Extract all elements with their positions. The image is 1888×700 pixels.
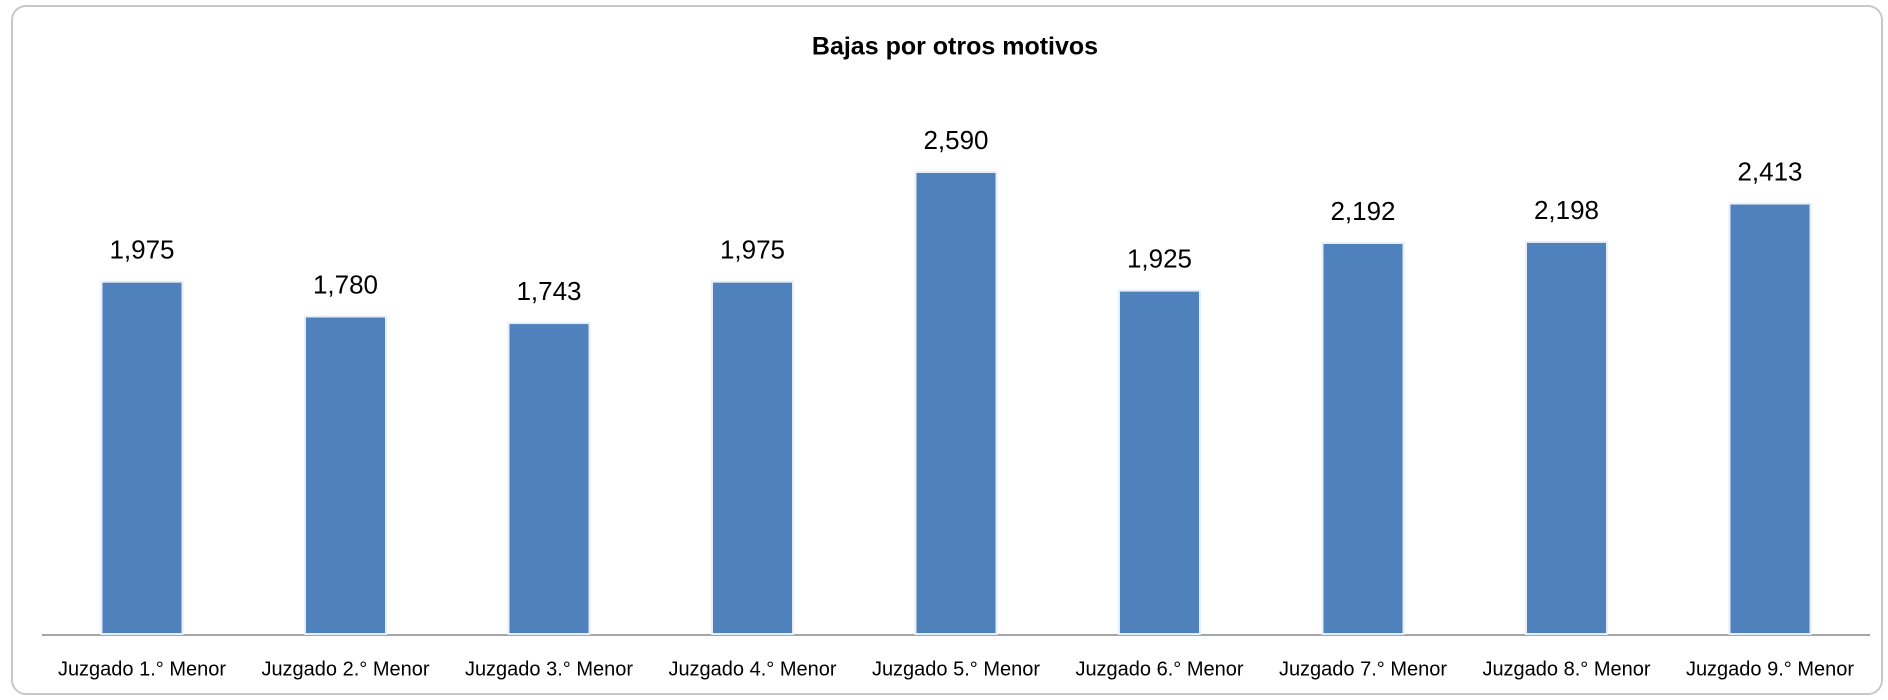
bar — [914, 171, 998, 635]
bar — [304, 315, 387, 635]
x-tick-label: Juzgado 7.° Menor — [1279, 658, 1447, 680]
bar — [507, 322, 591, 635]
x-tick-label: Juzgado 9.° Menor — [1686, 658, 1854, 680]
x-tick-label: Juzgado 8.° Menor — [1482, 658, 1650, 680]
bar — [1728, 202, 1812, 635]
data-label: 1,743 — [516, 276, 581, 306]
bar — [1118, 289, 1201, 635]
data-label: 2,192 — [1330, 196, 1395, 226]
bar — [100, 280, 184, 635]
x-tick-label: Juzgado 4.° Menor — [668, 658, 836, 680]
x-tick-label: Juzgado 1.° Menor — [58, 658, 226, 680]
x-tick-label: Juzgado 6.° Menor — [1075, 658, 1243, 680]
data-label: 2,198 — [1534, 195, 1599, 225]
data-label: 2,590 — [923, 125, 988, 155]
x-tick-label: Juzgado 3.° Menor — [465, 658, 633, 680]
data-label: 1,975 — [109, 235, 174, 265]
data-label: 2,413 — [1737, 156, 1802, 186]
data-label: 1,925 — [1127, 243, 1192, 273]
bar — [711, 280, 794, 635]
chart-title: Bajas por otros motivos — [812, 33, 1098, 61]
x-tick-label: Juzgado 5.° Menor — [872, 658, 1040, 680]
data-label: 1,975 — [720, 235, 785, 265]
data-label: 1,780 — [313, 269, 378, 299]
x-tick-label: Juzgado 2.° Menor — [261, 658, 429, 680]
bar — [1525, 240, 1608, 636]
bar — [1321, 241, 1405, 635]
